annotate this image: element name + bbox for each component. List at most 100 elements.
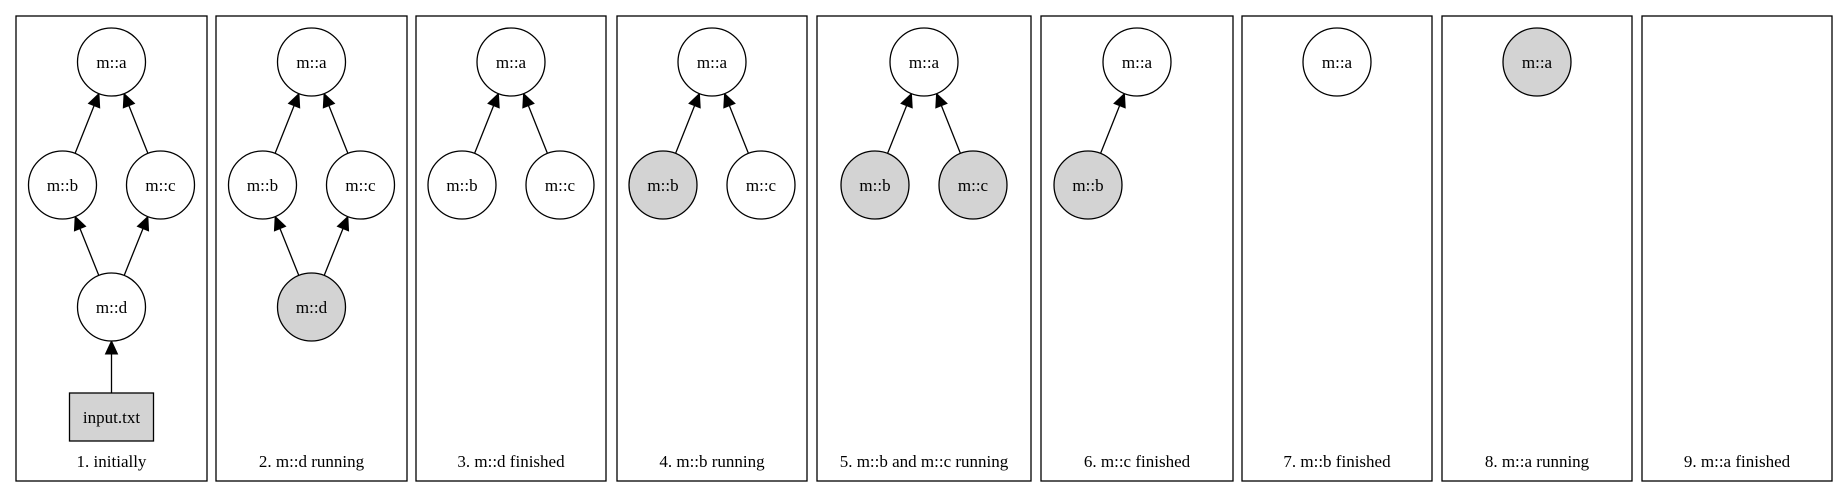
- arrow-head-icon: [723, 92, 736, 109]
- node-a: m::a: [677, 27, 747, 97]
- panel-frame: [1641, 15, 1833, 482]
- node-label: m::a: [296, 53, 327, 72]
- node-circle: [938, 150, 1008, 220]
- node-label: m::c: [345, 176, 376, 195]
- node-label: m::b: [1072, 176, 1103, 195]
- node-label: m::d: [296, 298, 328, 317]
- node-circle: [476, 27, 546, 97]
- panel: m::am::b m::c5. m::b and m::c running: [816, 15, 1032, 482]
- node-b: m::b: [628, 150, 698, 220]
- node-c: m::c: [525, 150, 595, 220]
- panel-caption: 2. m::d running: [259, 452, 365, 471]
- panel: m::a7. m::b finished: [1241, 15, 1433, 482]
- node-c: m::c: [325, 150, 396, 220]
- node-circle: [1302, 27, 1372, 97]
- panel-caption: 3. m::d finished: [457, 452, 565, 471]
- node-label: m::c: [545, 176, 576, 195]
- dependency-edge: [128, 105, 149, 154]
- arrow-head-icon: [487, 92, 500, 109]
- panel-caption: 1. initially: [77, 452, 147, 471]
- node-label: m::d: [96, 298, 128, 317]
- node-d: m::d: [276, 272, 347, 342]
- node-c: m::c: [938, 150, 1008, 220]
- arrow-head-icon: [900, 92, 913, 109]
- arrow-head-icon: [122, 92, 136, 109]
- node-label: m::a: [1122, 53, 1153, 72]
- node-a: m::a: [1302, 27, 1372, 97]
- panel: m::am::b6. m::c finished: [1040, 15, 1234, 482]
- arrow-head-icon: [104, 339, 119, 355]
- node-circle: [628, 150, 698, 220]
- node-label: m::a: [96, 53, 127, 72]
- node-circle: [276, 27, 347, 97]
- node-label: m::b: [47, 176, 78, 195]
- node-a: m::a: [1102, 27, 1172, 97]
- node-a: m::a: [476, 27, 546, 97]
- node-input: input.txt: [68, 392, 155, 442]
- node-circle: [125, 150, 196, 220]
- node-circle: [227, 150, 298, 220]
- arrow-head-icon: [136, 215, 150, 232]
- node-a: m::a: [1502, 27, 1572, 97]
- node-label: m::a: [697, 53, 728, 72]
- node-b: m::b: [227, 150, 298, 220]
- node-a: m::a: [276, 27, 347, 97]
- panel-caption: 7. m::b finished: [1283, 452, 1391, 471]
- node-circle: [1102, 27, 1172, 97]
- node-circle: [840, 150, 910, 220]
- node-b: m::b: [27, 150, 98, 220]
- panel-caption: 4. m::b running: [659, 452, 765, 471]
- dependency-edge: [123, 228, 144, 276]
- arrow-head-icon: [688, 92, 701, 109]
- dependency-edge: [328, 105, 349, 154]
- arrow-head-icon: [73, 215, 87, 232]
- node-a: m::a: [889, 27, 959, 97]
- node-circle: [889, 27, 959, 97]
- node-circle: [325, 150, 396, 220]
- node-label: m::c: [145, 176, 176, 195]
- dependency-edge: [940, 105, 962, 154]
- arrow-head-icon: [935, 92, 948, 109]
- dependency-edge: [728, 105, 750, 154]
- dependency-edge: [886, 105, 908, 154]
- panel: m::am::b m::cm::d2. m::d running: [215, 15, 408, 482]
- dependency-edge: [323, 228, 344, 276]
- node-label: input.txt: [83, 408, 140, 427]
- panel-caption: 8. m::a running: [1485, 452, 1590, 471]
- node-label: m::b: [647, 176, 678, 195]
- arrow-head-icon: [322, 92, 336, 109]
- arrow-head-icon: [287, 92, 301, 109]
- dependency-edge: [74, 105, 95, 154]
- node-label: m::a: [909, 53, 940, 72]
- node-label: m::a: [1522, 53, 1553, 72]
- dependency-edge: [674, 105, 696, 154]
- panel: m::a8. m::a running: [1441, 15, 1633, 482]
- dependency-edge: [527, 105, 549, 154]
- node-circle: [276, 272, 347, 342]
- node-label: m::b: [247, 176, 278, 195]
- node-circle: [1502, 27, 1572, 97]
- node-circle: [525, 150, 595, 220]
- node-circle: [27, 150, 98, 220]
- dependency-edge: [79, 228, 100, 276]
- arrow-head-icon: [87, 92, 101, 109]
- node-circle: [427, 150, 497, 220]
- node-circle: [677, 27, 747, 97]
- node-b: m::b: [840, 150, 910, 220]
- node-circle: [1053, 150, 1123, 220]
- arrow-head-icon: [522, 92, 535, 109]
- node-c: m::c: [726, 150, 796, 220]
- dependency-edge: [279, 228, 300, 276]
- panel-caption: 9. m::a finished: [1684, 452, 1791, 471]
- file-node-box: [68, 392, 155, 442]
- arrow-head-icon: [1113, 92, 1126, 109]
- node-circle: [726, 150, 796, 220]
- node-circle: [76, 27, 147, 97]
- node-a: m::a: [76, 27, 147, 97]
- node-label: m::a: [496, 53, 527, 72]
- node-c: m::c: [125, 150, 196, 220]
- node-circle: [76, 272, 147, 342]
- node-label: m::c: [958, 176, 989, 195]
- node-label: m::b: [859, 176, 890, 195]
